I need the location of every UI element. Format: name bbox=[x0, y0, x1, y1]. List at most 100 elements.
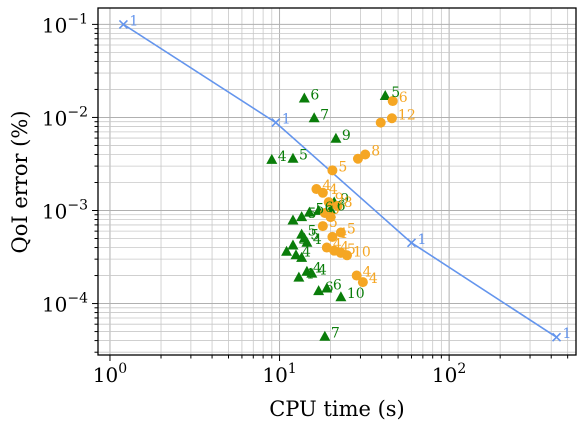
triangle-marker-point bbox=[319, 330, 331, 341]
point-label: 5 bbox=[331, 202, 340, 218]
x-tick-label: 101 bbox=[262, 361, 296, 387]
point-label: 5 bbox=[308, 224, 317, 240]
circle-marker-point bbox=[327, 231, 338, 242]
x-marker-stroke bbox=[271, 118, 281, 128]
y-axis-label: QoI error (%) bbox=[8, 110, 32, 253]
circle-marker-point bbox=[327, 165, 338, 176]
point-label: 1 bbox=[129, 13, 138, 29]
triangle-marker-point bbox=[321, 282, 333, 293]
point-label: 6 bbox=[310, 87, 319, 103]
triangle-marker-point bbox=[335, 291, 347, 302]
point-label: 6 bbox=[333, 278, 342, 294]
x-tick-label: 102 bbox=[432, 361, 466, 387]
series-layer bbox=[118, 19, 562, 342]
triangle-marker-point bbox=[287, 152, 299, 163]
y-tick-label: 10−4 bbox=[42, 291, 88, 317]
x-series bbox=[118, 19, 562, 342]
triangle-marker-point bbox=[298, 92, 310, 103]
point-label: 5 bbox=[329, 215, 338, 231]
plot-frame bbox=[97, 7, 577, 356]
point-label: 8 bbox=[371, 143, 380, 159]
grid-lines bbox=[98, 8, 576, 355]
circle-marker-point bbox=[375, 117, 386, 128]
circle-marker-point bbox=[387, 96, 398, 107]
point-label: 4 bbox=[305, 267, 314, 283]
circle-marker-point bbox=[325, 212, 336, 223]
triangle-marker-point bbox=[330, 132, 342, 143]
x-marker-stroke bbox=[118, 19, 128, 29]
triangle-marker-point bbox=[293, 271, 305, 282]
triangle-marker-point bbox=[287, 214, 299, 225]
y-tick-label: 10−1 bbox=[42, 11, 88, 37]
point-label: 4 bbox=[313, 232, 322, 248]
circle-marker-point bbox=[342, 250, 353, 261]
triangle-marker-point bbox=[303, 206, 315, 217]
y-tick-label: 10−3 bbox=[42, 197, 88, 223]
circle-marker-point bbox=[360, 149, 371, 160]
circle-marker-point bbox=[317, 187, 328, 198]
point-label: 7 bbox=[331, 326, 340, 342]
point-label: 4 bbox=[299, 235, 308, 251]
point-label: 4 bbox=[278, 149, 287, 165]
circle-marker-point bbox=[335, 227, 346, 238]
x-marker-point bbox=[551, 332, 562, 342]
series-line bbox=[122, 23, 557, 338]
point-label: 10 bbox=[347, 286, 365, 302]
circle-series bbox=[311, 96, 398, 288]
point-label: 4 bbox=[340, 240, 349, 256]
circle-marker-point bbox=[323, 197, 334, 208]
x-axis-label: CPU time (s) bbox=[269, 397, 405, 421]
point-label: 5 bbox=[347, 222, 356, 238]
circle-marker-point bbox=[352, 153, 363, 164]
point-label: 1 bbox=[418, 232, 427, 248]
point-label: 10 bbox=[353, 244, 371, 260]
point-label: 9 bbox=[342, 128, 351, 144]
point-label: 4 bbox=[329, 182, 338, 198]
point-label: 1 bbox=[282, 112, 291, 128]
point-label: 5 bbox=[347, 242, 356, 258]
circle-marker-point bbox=[317, 221, 328, 232]
circle-marker-point bbox=[332, 200, 343, 211]
triangle-marker-point bbox=[266, 153, 278, 164]
x-marker-stroke bbox=[406, 238, 417, 248]
triangle-marker-point bbox=[306, 267, 318, 278]
point-label: 8 bbox=[344, 195, 353, 211]
circle-marker-point bbox=[357, 277, 368, 288]
x-marker-stroke bbox=[551, 332, 562, 342]
point-label: 6 bbox=[399, 90, 408, 106]
x-tick-label: 100 bbox=[93, 361, 127, 387]
triangle-marker-point bbox=[379, 89, 391, 100]
point-label: 5 bbox=[338, 159, 347, 175]
x-marker-point bbox=[118, 19, 128, 29]
point-label: 4 bbox=[363, 265, 372, 281]
circle-marker-point bbox=[386, 113, 397, 124]
x-marker-point bbox=[406, 238, 417, 248]
triangle-marker-point bbox=[281, 245, 293, 256]
point-label: 9 bbox=[340, 191, 349, 207]
point-label: 1 bbox=[563, 326, 572, 342]
triangle-marker-point bbox=[313, 285, 325, 296]
triangle-marker-point bbox=[301, 236, 313, 247]
circle-marker-point bbox=[351, 270, 362, 281]
triangle-marker-point bbox=[308, 112, 320, 123]
triangle-marker-point bbox=[296, 251, 308, 262]
x-marker-point bbox=[271, 118, 281, 128]
point-label: 5 bbox=[315, 202, 324, 218]
point-label: 6 bbox=[337, 199, 346, 215]
point-label: 5 bbox=[310, 228, 319, 244]
point-label: 12 bbox=[398, 107, 416, 123]
point-label: 5 bbox=[299, 148, 308, 164]
point-label: 4 bbox=[322, 178, 331, 194]
point-label: 4 bbox=[318, 263, 327, 279]
point-label: 4 bbox=[313, 261, 322, 277]
point-label: 5 bbox=[308, 206, 317, 222]
triangle-marker-point bbox=[296, 211, 308, 222]
triangle-marker-point bbox=[290, 249, 302, 260]
point-label: 9 bbox=[335, 191, 344, 207]
point-label: 7 bbox=[320, 107, 329, 123]
point-label: 4 bbox=[369, 271, 378, 287]
point-label: 5 bbox=[391, 85, 400, 101]
point-label: 4 bbox=[302, 244, 311, 260]
